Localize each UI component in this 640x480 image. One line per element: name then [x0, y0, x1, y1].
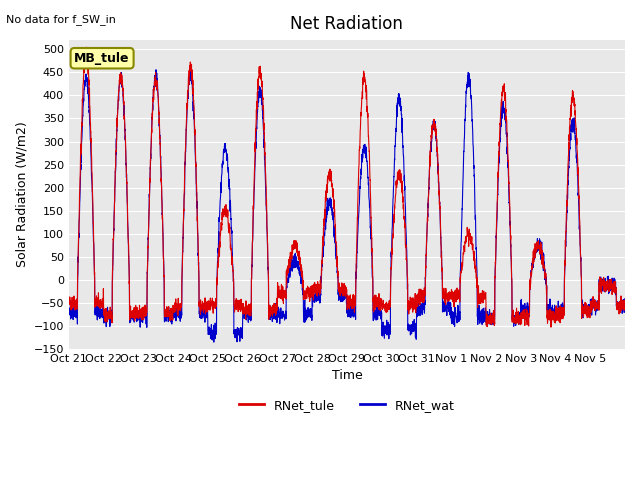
RNet_tule [621, 297, 629, 303]
RNet_wat [152, 67, 160, 72]
RNet_wat [313, 289, 321, 295]
Text: No data for f_SW_in: No data for f_SW_in [6, 14, 116, 25]
RNet_tule [83, 44, 90, 50]
RNet_wat [356, 180, 364, 185]
RNet_tule [447, 293, 454, 299]
Title: Net Radiation: Net Radiation [291, 15, 403, 33]
Legend: RNet_tule, RNet_wat: RNet_tule, RNet_wat [234, 394, 460, 417]
RNet_wat [621, 299, 629, 305]
RNet_tule [313, 288, 321, 294]
RNet_wat [308, 313, 316, 319]
RNet_tule [308, 293, 316, 299]
Y-axis label: Solar Radiation (W/m2): Solar Radiation (W/m2) [15, 121, 28, 267]
RNet_wat [136, 312, 143, 318]
RNet_wat [422, 244, 430, 250]
X-axis label: Time: Time [332, 370, 362, 383]
RNet_tule [547, 324, 555, 330]
Line: RNet_wat: RNet_wat [68, 70, 625, 342]
RNet_tule [356, 131, 364, 137]
RNet_tule [136, 313, 143, 319]
RNet_wat [447, 315, 454, 321]
RNet_tule [422, 251, 430, 257]
RNet_wat [65, 307, 72, 313]
Text: MB_tule: MB_tule [74, 52, 130, 65]
RNet_tule [65, 298, 72, 304]
Line: RNet_tule: RNet_tule [68, 47, 625, 327]
RNet_wat [210, 339, 218, 345]
